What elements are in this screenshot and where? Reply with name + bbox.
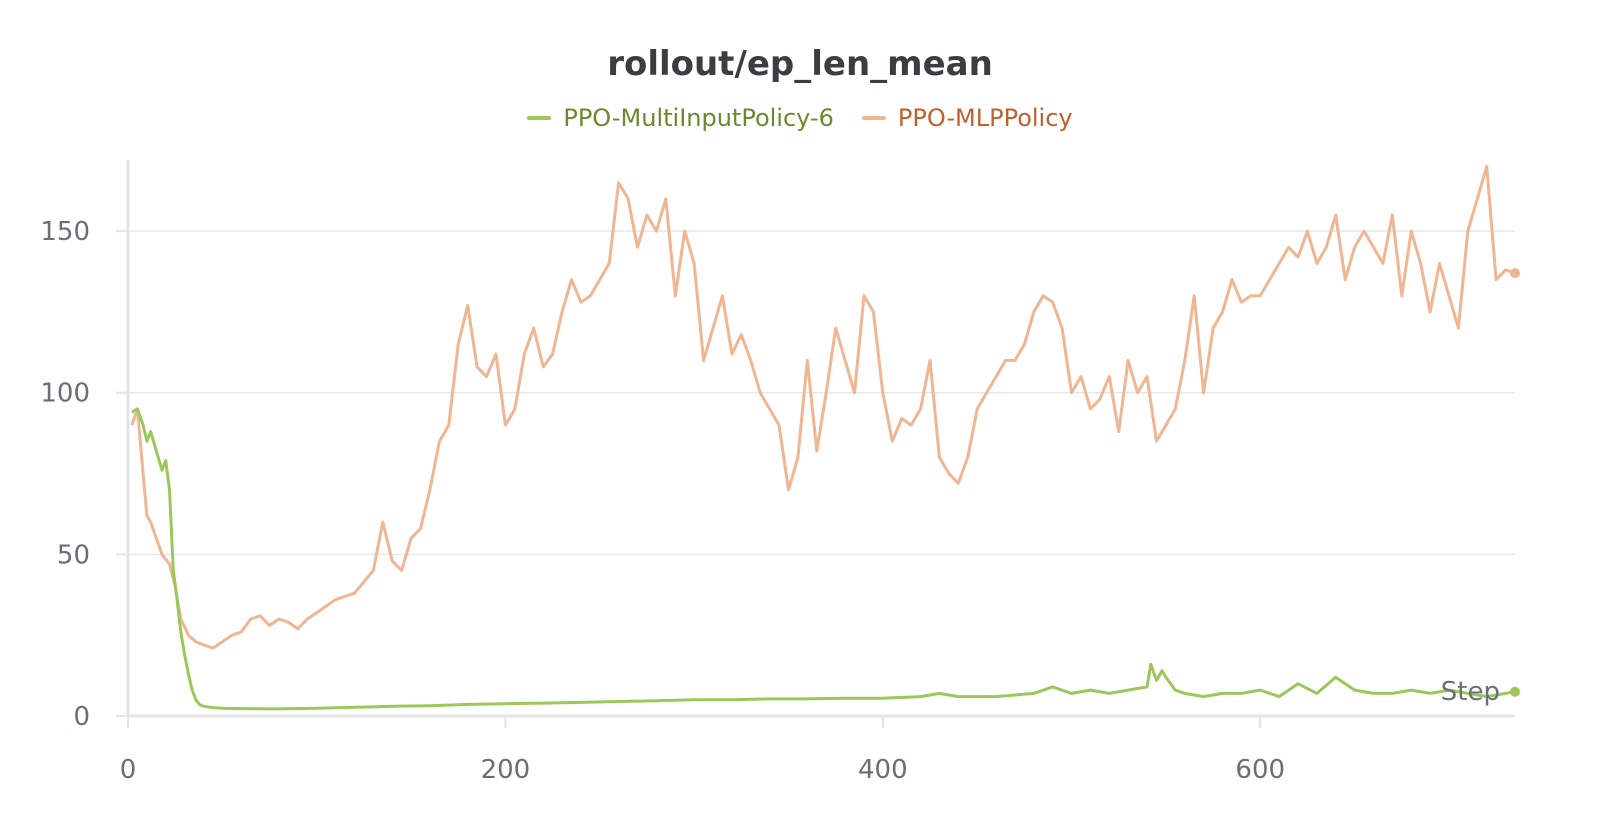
x-tick-labels: 0 200 400 600 (120, 755, 1285, 785)
chart-legend: PPO-MultiInputPolicy-6 PPO-MLPPolicy (0, 104, 1600, 132)
chart-title: rollout/ep_len_mean (607, 44, 993, 84)
x-axis-label: Step (1441, 677, 1500, 707)
y-tick-label-100: 100 (40, 379, 90, 409)
series-endpoint-1 (1510, 268, 1520, 279)
axes (126, 160, 1515, 728)
x-tick-label-200: 200 (481, 755, 531, 785)
x-tick-label-400: 400 (858, 755, 908, 785)
legend-label-multiinput: PPO-MultiInputPolicy-6 (563, 104, 834, 132)
series-lines (130, 165, 1520, 711)
y-tick-labels: 0 50 100 150 (40, 217, 90, 732)
legend-label-mlp: PPO-MLPPolicy (897, 104, 1073, 132)
legend-swatch-mlp (861, 116, 886, 120)
x-tick-label-600: 600 (1235, 755, 1285, 785)
series-line-1 (130, 165, 1516, 650)
series-endpoint-0 (1510, 686, 1520, 697)
legend-item-mlp[interactable]: PPO-MLPPolicy (861, 104, 1073, 132)
y-tick-label-150: 150 (40, 217, 90, 247)
y-tick-label-0: 0 (73, 702, 90, 732)
legend-item-multiinput[interactable]: PPO-MultiInputPolicy-6 (527, 104, 834, 132)
x-tick-label-0: 0 (120, 755, 137, 785)
grid-lines (116, 230, 1515, 717)
y-tick-label-50: 50 (57, 540, 90, 570)
series-line-0 (131, 407, 1516, 711)
legend-swatch-multiinput (527, 116, 552, 120)
